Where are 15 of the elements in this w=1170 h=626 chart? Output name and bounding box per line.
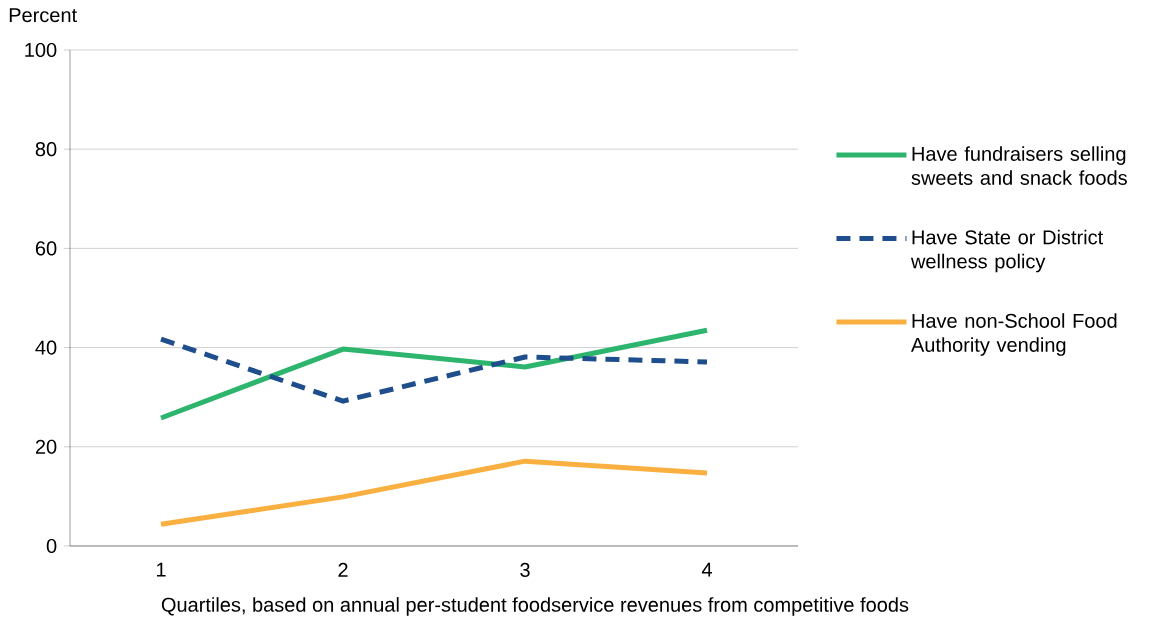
- legend-label: Have State or District wellness policy: [910, 229, 1104, 273]
- y-axis-title: Percent: [9, 8, 77, 23]
- x-tick-label: 3: [520, 562, 530, 578]
- y-tick-label: 40: [35, 340, 57, 355]
- legend-label: Have non-School Food Authority vending: [910, 313, 1117, 356]
- y-tick-label: 80: [35, 142, 57, 157]
- legend-label: Have fundraisers selling sweets and snack foods: [911, 146, 1127, 185]
- x-tick-label: 1: [156, 562, 166, 577]
- x-tick-label: 4: [701, 562, 712, 577]
- y-tick-label: 60: [35, 241, 57, 256]
- x-tick-label: 2: [338, 562, 348, 577]
- x-axis-title: Quartiles, based on annual per-student foodservice revenues from competitive foods: [161, 597, 909, 616]
- y-tick-label: 20: [35, 439, 57, 454]
- y-tick-label: 100: [25, 42, 57, 58]
- y-tick-label: 0: [46, 538, 57, 554]
